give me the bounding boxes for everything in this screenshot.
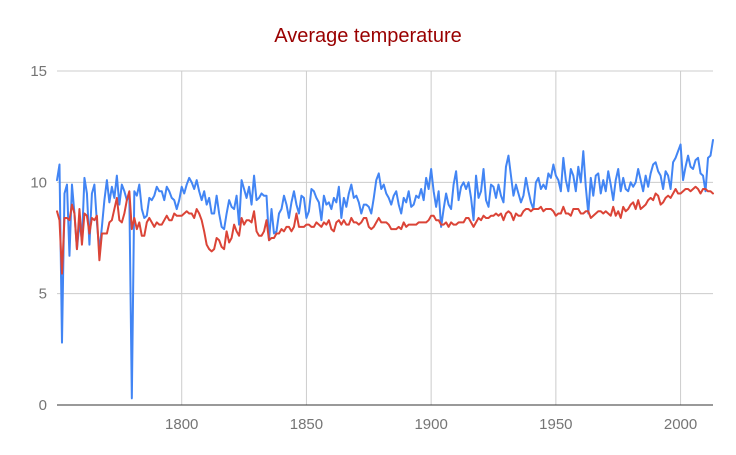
series-layer [56, 139, 714, 400]
series-line-1 [56, 139, 714, 400]
x-tick-label: 1850 [290, 416, 323, 433]
series-line-2 [56, 185, 714, 275]
gridlines [57, 70, 713, 405]
chart-title: Average temperature [274, 25, 462, 47]
y-tick-label: 0 [39, 397, 47, 414]
x-tick-label: 1950 [539, 416, 572, 433]
y-tick-label: 10 [30, 174, 47, 191]
x-tick-label: 1800 [165, 416, 198, 433]
x-tick-label: 2000 [664, 416, 697, 433]
y-tick-label: 5 [39, 286, 47, 303]
axis-layer: 0 5 10 15 1800 1850 1900 1950 2000 [30, 63, 713, 433]
x-tick-label: 1900 [414, 416, 447, 433]
y-tick-label: 15 [30, 63, 47, 80]
